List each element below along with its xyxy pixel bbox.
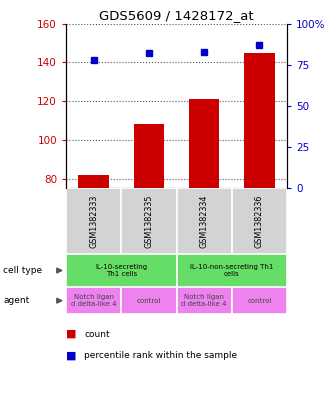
Text: ■: ■: [66, 329, 77, 339]
Bar: [189, 99, 219, 188]
Bar: [121, 188, 177, 254]
Title: GDS5609 / 1428172_at: GDS5609 / 1428172_at: [99, 9, 254, 22]
Text: GSM1382336: GSM1382336: [255, 195, 264, 248]
Bar: [66, 287, 121, 314]
Bar: [66, 188, 121, 254]
Bar: [232, 287, 287, 314]
Bar: [121, 287, 177, 314]
Bar: [177, 287, 232, 314]
Text: control: control: [137, 298, 161, 304]
Text: ■: ■: [66, 351, 77, 361]
Text: IL-10-non-secreting Th1
cells: IL-10-non-secreting Th1 cells: [190, 264, 274, 277]
Text: percentile rank within the sample: percentile rank within the sample: [84, 351, 237, 360]
Text: IL-10-secreting
Th1 cells: IL-10-secreting Th1 cells: [95, 264, 147, 277]
Bar: [177, 254, 287, 287]
Bar: [232, 188, 287, 254]
Text: agent: agent: [3, 296, 30, 305]
Bar: [79, 174, 109, 188]
Text: cell type: cell type: [3, 266, 43, 275]
Text: GSM1382335: GSM1382335: [145, 195, 153, 248]
Text: GSM1382334: GSM1382334: [200, 195, 209, 248]
Text: Notch ligan
d delta-like 4: Notch ligan d delta-like 4: [71, 294, 116, 307]
Bar: [66, 254, 177, 287]
Bar: [134, 124, 164, 188]
Text: GSM1382333: GSM1382333: [89, 195, 98, 248]
Bar: [177, 188, 232, 254]
Text: control: control: [247, 298, 272, 304]
Text: count: count: [84, 330, 110, 338]
Bar: [244, 53, 275, 188]
Text: Notch ligan
d delta-like 4: Notch ligan d delta-like 4: [182, 294, 227, 307]
